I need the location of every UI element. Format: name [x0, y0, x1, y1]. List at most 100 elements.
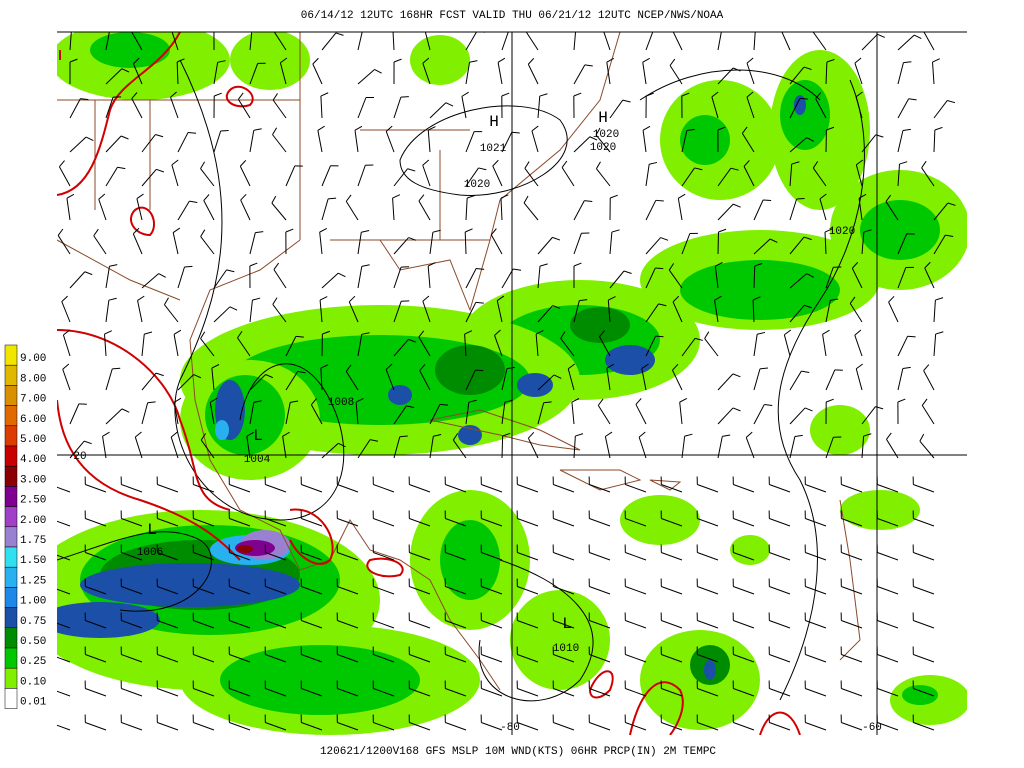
legend-swatch [4, 607, 18, 629]
wind-barb [58, 166, 71, 187]
legend-swatch [4, 364, 18, 386]
wind-barb [635, 404, 647, 425]
wind-barb [902, 128, 911, 132]
wind-barb [717, 167, 732, 187]
wind-barb [661, 688, 683, 697]
wind-barb [610, 194, 618, 199]
wind-barb [733, 586, 755, 595]
wind-barb [660, 237, 669, 241]
wind-barb [57, 690, 71, 697]
wind-barb [733, 203, 741, 208]
wind-barb [217, 60, 226, 63]
wind-barb [537, 402, 545, 425]
wind-barb [321, 272, 339, 289]
legend-swatch [4, 587, 18, 608]
wind-barb [531, 125, 539, 132]
wind-barb [553, 654, 575, 663]
wind-barb [517, 586, 539, 595]
wind-barb [933, 334, 937, 357]
wind-barb [312, 63, 323, 85]
wind-barb [173, 402, 179, 425]
wind-barb [141, 134, 156, 153]
wind-barb [348, 295, 356, 303]
wind-barb [85, 484, 107, 493]
wind-barb [694, 337, 703, 341]
wind-barb [428, 126, 436, 131]
wind-barb [132, 227, 140, 235]
wind-barb [319, 232, 323, 255]
wind-barb [497, 57, 506, 63]
wind-barb [265, 586, 287, 595]
wind-barb [947, 100, 956, 104]
wind-barb [714, 300, 719, 323]
wind-barb [141, 372, 157, 391]
wind-barb [481, 586, 503, 595]
wind-barb [419, 370, 431, 391]
wind-barb [655, 199, 664, 202]
wind-barb [253, 400, 262, 403]
wind-barb [481, 552, 503, 561]
wind-barb [717, 407, 734, 425]
legend-swatch [4, 506, 18, 528]
wind-barb [764, 404, 773, 406]
wind-barb [177, 132, 189, 153]
wind-barb [285, 402, 291, 425]
wind-barb [392, 198, 395, 221]
wind-barb [501, 268, 514, 289]
wind-barb [409, 586, 431, 595]
wind-barb [465, 62, 471, 85]
wind-barb [919, 433, 925, 442]
wind-barb [567, 368, 575, 391]
wind-barb [357, 69, 375, 85]
wind-barb [69, 271, 86, 289]
wind-barb [193, 722, 215, 731]
wind-barb [897, 62, 904, 85]
header-title: 06/14/12 12UTC 168HR FCST VALID THU 06/2… [301, 10, 724, 22]
wind-barb [418, 330, 425, 338]
wind-barb [794, 434, 803, 438]
wind-barb [897, 267, 907, 289]
isobar-label: 1020 [593, 129, 619, 141]
wind-barb [422, 165, 431, 187]
wind-barb [170, 97, 179, 119]
isobar-label: 1008 [328, 397, 354, 409]
wind-barb [681, 338, 696, 357]
wind-barb [741, 126, 748, 134]
wind-barb [66, 193, 75, 199]
wind-barb [717, 67, 734, 85]
wind-barb [733, 688, 755, 697]
wind-barb [711, 91, 719, 98]
wind-barb [237, 337, 251, 357]
wind-barb [732, 407, 741, 412]
wind-barb [409, 654, 431, 663]
wind-barb [226, 269, 235, 273]
wind-barb [595, 161, 601, 169]
wind-barb [849, 303, 863, 323]
wind-barb [645, 32, 654, 51]
wind-barb [494, 329, 501, 336]
wind-barb [672, 363, 679, 371]
wind-barb [252, 297, 261, 301]
wind-barb [104, 330, 112, 335]
wind-barb [301, 688, 323, 697]
wind-barb [337, 688, 359, 697]
wind-barb [913, 518, 935, 527]
longitude-label: -60 [862, 722, 882, 734]
wind-barb [535, 330, 544, 335]
wind-barb [825, 267, 834, 289]
wind-barb [465, 167, 479, 187]
wind-barb [661, 484, 683, 493]
wind-barb [645, 335, 656, 357]
wind-barb [373, 586, 395, 595]
legend-swatch [4, 385, 18, 406]
wind-barb [597, 405, 611, 425]
wind-barb [373, 552, 395, 561]
wind-barb [717, 126, 726, 131]
wind-barb [200, 229, 206, 237]
wind-barb [645, 200, 657, 221]
wind-barb [535, 334, 539, 357]
wind-barb [105, 368, 113, 391]
wind-barb [801, 370, 810, 374]
